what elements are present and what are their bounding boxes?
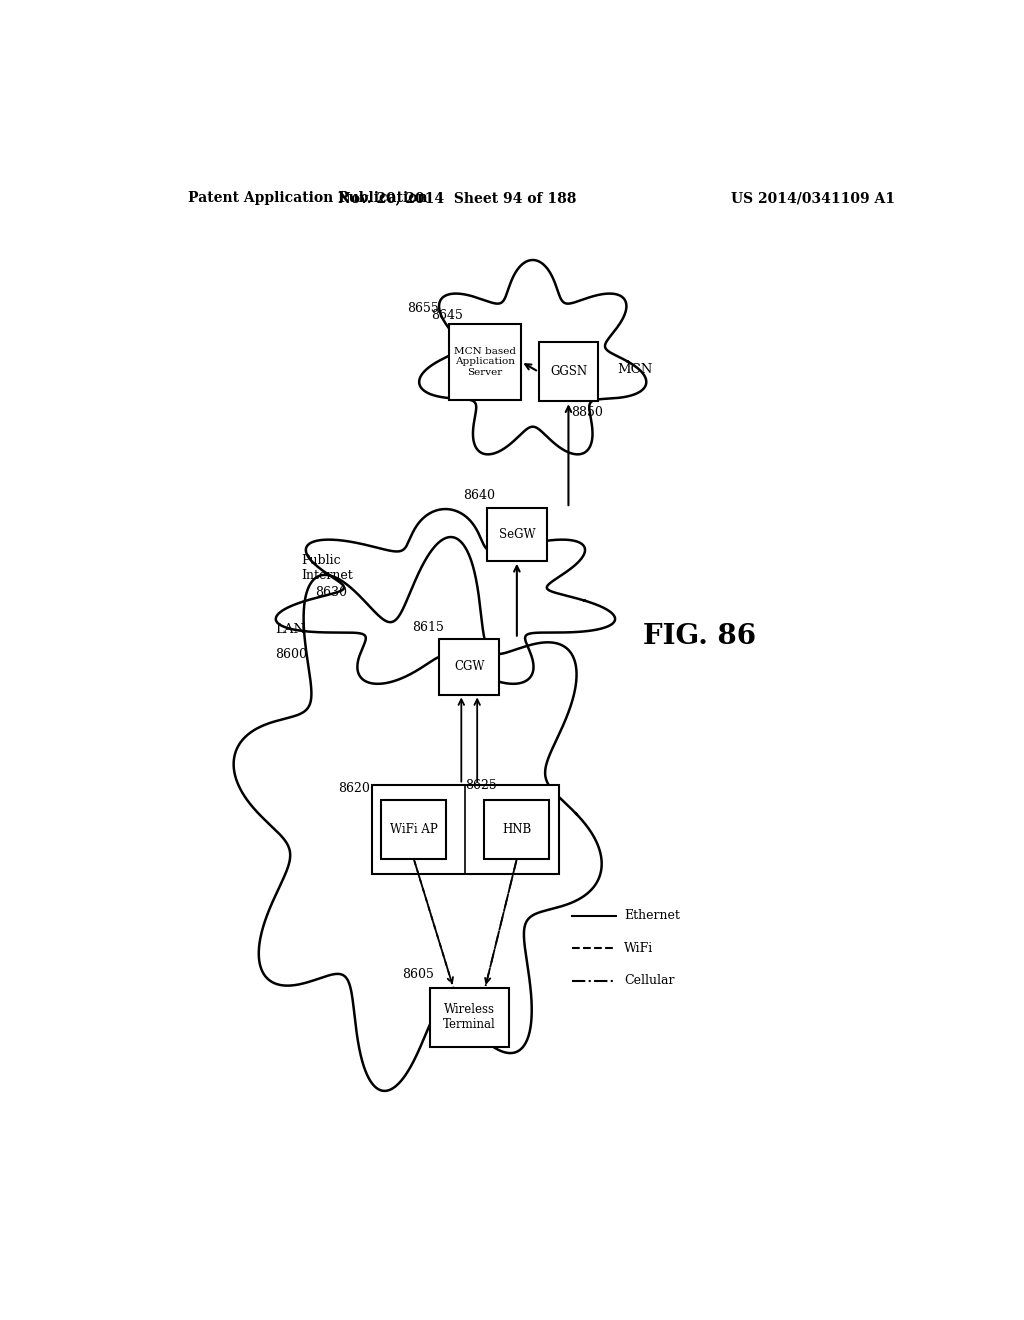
FancyBboxPatch shape bbox=[372, 784, 559, 874]
Text: WiFi: WiFi bbox=[624, 941, 653, 954]
FancyBboxPatch shape bbox=[430, 987, 509, 1047]
Text: LAN: LAN bbox=[274, 623, 305, 636]
Text: 8645: 8645 bbox=[431, 309, 463, 322]
FancyBboxPatch shape bbox=[381, 800, 446, 859]
Text: Cellular: Cellular bbox=[624, 974, 675, 987]
Text: MCN: MCN bbox=[617, 363, 653, 376]
Text: 8600: 8600 bbox=[274, 648, 307, 661]
Text: HNB: HNB bbox=[502, 822, 531, 836]
Text: Public
Internet: Public Internet bbox=[301, 554, 352, 582]
Text: Patent Application Publication: Patent Application Publication bbox=[187, 191, 427, 205]
Text: MCN based
Application
Server: MCN based Application Server bbox=[454, 347, 516, 376]
FancyBboxPatch shape bbox=[439, 639, 499, 694]
Text: Wireless
Terminal: Wireless Terminal bbox=[442, 1003, 496, 1031]
FancyBboxPatch shape bbox=[487, 508, 547, 561]
Text: WiFi AP: WiFi AP bbox=[390, 822, 437, 836]
Text: US 2014/0341109 A1: US 2014/0341109 A1 bbox=[731, 191, 895, 205]
Text: 8655: 8655 bbox=[408, 302, 439, 315]
Text: 8630: 8630 bbox=[315, 586, 347, 599]
Text: Nov. 20, 2014  Sheet 94 of 188: Nov. 20, 2014 Sheet 94 of 188 bbox=[338, 191, 577, 205]
Text: SeGW: SeGW bbox=[499, 528, 536, 541]
Text: Ethernet: Ethernet bbox=[624, 909, 680, 923]
Text: 8605: 8605 bbox=[401, 968, 434, 981]
Text: CGW: CGW bbox=[454, 660, 484, 673]
FancyBboxPatch shape bbox=[450, 323, 521, 400]
Polygon shape bbox=[233, 537, 602, 1090]
Text: 8615: 8615 bbox=[412, 622, 444, 635]
FancyBboxPatch shape bbox=[539, 342, 598, 401]
Polygon shape bbox=[275, 510, 615, 684]
Text: FIG. 86: FIG. 86 bbox=[643, 623, 756, 649]
Text: 8620: 8620 bbox=[338, 781, 371, 795]
Text: 8640: 8640 bbox=[463, 490, 495, 503]
FancyBboxPatch shape bbox=[484, 800, 550, 859]
Text: 8625: 8625 bbox=[465, 779, 497, 792]
Polygon shape bbox=[419, 260, 646, 454]
Text: 8850: 8850 bbox=[571, 407, 603, 418]
Text: GGSN: GGSN bbox=[550, 366, 587, 379]
